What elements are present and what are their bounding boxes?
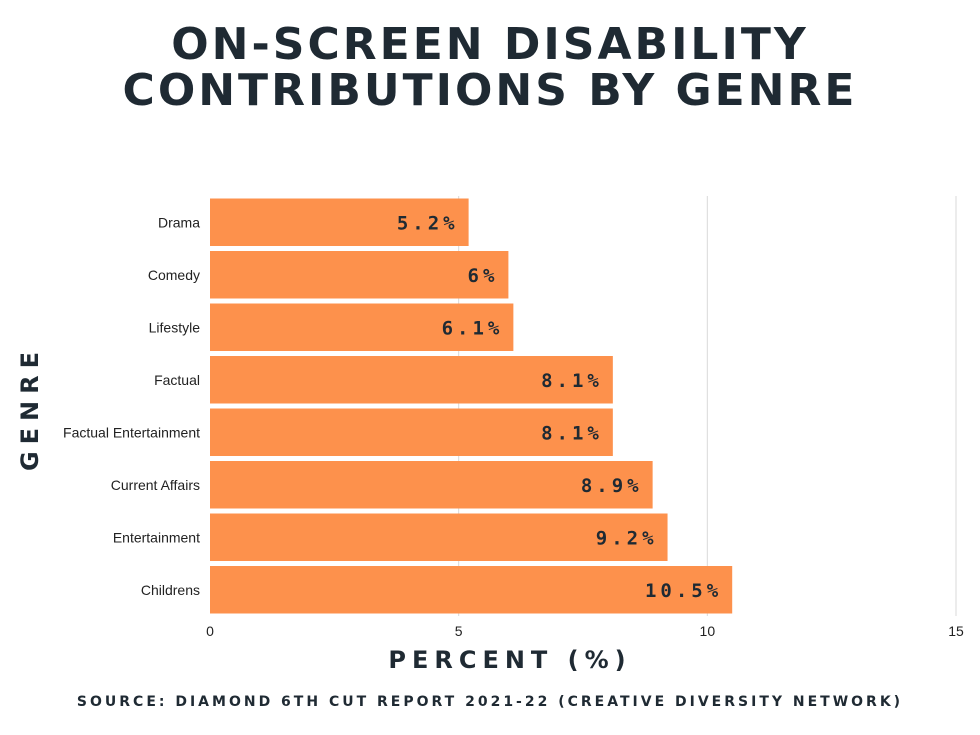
x-tick-label-1: 5	[455, 623, 463, 639]
bar-6	[210, 513, 668, 561]
category-label-1: Comedy	[148, 267, 200, 283]
x-tick-label-3: 15	[948, 623, 964, 639]
chart-title: ON-SCREEN DISABILITY CONTRIBUTIONS BY GE…	[0, 22, 980, 114]
bar-value-label-3: 8.1%	[541, 370, 603, 392]
bar-0	[210, 198, 469, 246]
bar-value-label-5: 8.9%	[581, 475, 643, 497]
bar-value-label-4: 8.1%	[541, 422, 603, 444]
bar-7	[210, 566, 733, 614]
category-label-7: Childrens	[141, 582, 200, 598]
bar-value-label-7: 10.5%	[645, 580, 722, 602]
category-label-2: Lifestyle	[149, 319, 201, 335]
bar-1	[210, 251, 509, 299]
bar-value-label-0: 5.2%	[397, 212, 459, 234]
category-label-5: Current Affairs	[111, 477, 200, 493]
y-axis-label: GENRE	[16, 344, 44, 472]
bar-value-label-6: 9.2%	[596, 527, 658, 549]
category-label-0: Drama	[158, 214, 200, 230]
x-tick-label-2: 10	[700, 623, 716, 639]
bar-5	[210, 461, 653, 509]
category-label-6: Entertainment	[113, 529, 200, 545]
category-label-3: Factual	[154, 372, 200, 388]
category-label-4: Factual Entertainment	[63, 424, 200, 440]
bar-2	[210, 303, 514, 351]
bar-4	[210, 408, 613, 456]
bar-value-label-1: 6%	[468, 265, 499, 287]
chart-title-line-1: ON-SCREEN DISABILITY	[171, 19, 809, 70]
x-axis-label: PERCENT (%)	[388, 646, 632, 674]
source-note: SOURCE: DIAMOND 6TH CUT REPORT 2021-22 (…	[76, 694, 904, 710]
chart-title-line-2: CONTRIBUTIONS BY GENRE	[122, 65, 858, 116]
bar-value-label-2: 6.1%	[442, 317, 504, 339]
x-tick-label-0: 0	[206, 623, 214, 639]
bar-3	[210, 356, 613, 404]
